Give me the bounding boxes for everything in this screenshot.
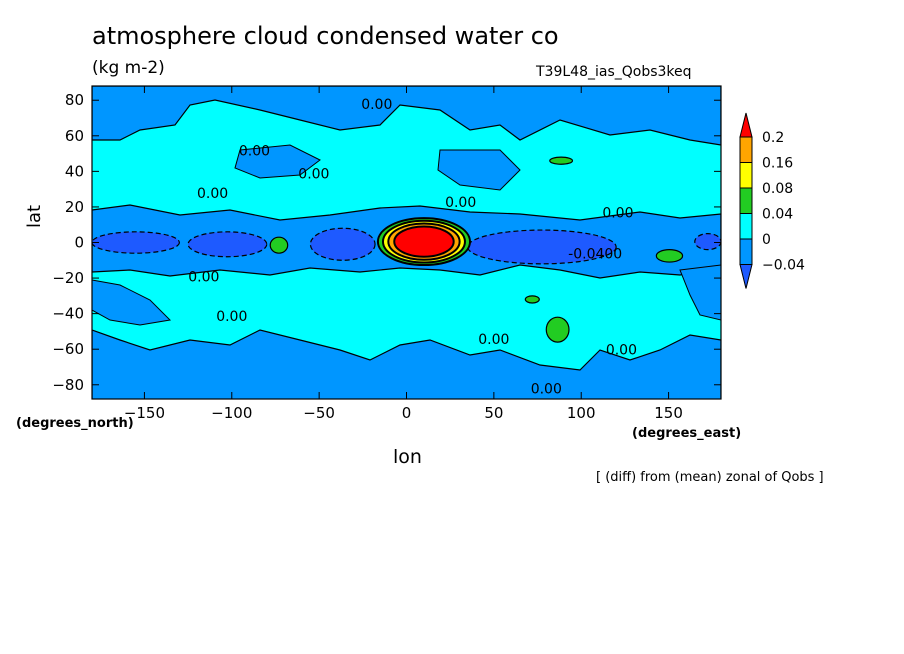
colorbar-segment-1 xyxy=(739,136,753,163)
region-1 xyxy=(187,231,268,258)
y-tick-label-7: 60 xyxy=(65,127,84,145)
x-tick-label-0: −150 xyxy=(124,404,165,422)
contour-label-5: 0.00 xyxy=(602,206,633,222)
x-tick-label-2: −50 xyxy=(303,404,335,422)
colorbar-label-2: 0.08 xyxy=(762,181,793,197)
y-tick-label-5: 20 xyxy=(65,198,84,216)
y-tick-label-3: −20 xyxy=(52,269,84,287)
chart-title: atmosphere cloud condensed water co xyxy=(92,22,559,50)
x-tick-label-4: 50 xyxy=(484,404,503,422)
colorbar-label-5: −0.04 xyxy=(762,258,805,274)
contour-label-8: 0.00 xyxy=(216,309,247,325)
contour-label-0: 0.00 xyxy=(361,97,392,113)
y-tick-label-4: 0 xyxy=(74,234,84,252)
y-tick-label-1: −60 xyxy=(52,340,84,358)
x-axis-label: lon xyxy=(393,446,422,468)
contour-label-3: 0.00 xyxy=(197,186,228,202)
region-8 xyxy=(655,249,684,263)
y-tick-label-2: −40 xyxy=(52,305,84,323)
colorbar-bottom-arrow xyxy=(739,264,753,289)
colorbar-segment-3 xyxy=(739,187,753,214)
contour-label-9: 0.00 xyxy=(478,332,509,348)
contour-label-1: 0.00 xyxy=(239,143,270,159)
contour-label-2: 0.00 xyxy=(298,166,329,182)
region-6 xyxy=(549,156,574,165)
colorbar-top-arrow xyxy=(739,112,753,138)
region-3 xyxy=(467,229,617,265)
region-7 xyxy=(269,236,289,254)
region-0 xyxy=(92,231,180,254)
region-4 xyxy=(694,233,721,251)
colorbar-segment-4 xyxy=(739,213,753,240)
y-axis-units: (degrees_north) xyxy=(16,416,134,431)
colorbar-label-1: 0.16 xyxy=(762,156,793,172)
colorbar-segment-5 xyxy=(739,238,753,265)
colorbar-label-4: 0 xyxy=(762,232,771,248)
run-id: T39L48_ias_Qobs3keq xyxy=(536,64,692,80)
region-2 xyxy=(309,227,376,261)
x-tick-label-3: 0 xyxy=(402,404,412,422)
y-tick-label-0: −80 xyxy=(52,376,84,394)
contour-label-6: -0.0400 xyxy=(568,247,622,263)
region-5-ring-3 xyxy=(393,225,455,258)
x-tick-label-5: 100 xyxy=(567,404,596,422)
y-tick-label-6: 40 xyxy=(65,162,84,180)
y-tick-label-8: 80 xyxy=(65,91,84,109)
region-9 xyxy=(545,316,570,343)
contour-label-4: 0.00 xyxy=(445,195,476,211)
x-tick-label-6: 150 xyxy=(654,404,683,422)
x-tick-label-1: −100 xyxy=(211,404,252,422)
contour-label-11: 0.00 xyxy=(531,382,562,398)
region-10 xyxy=(524,295,540,304)
contour-label-10: 0.00 xyxy=(606,343,637,359)
contour-label-7: 0.00 xyxy=(188,270,219,286)
colorbar-label-0: 0.2 xyxy=(762,130,784,146)
colorbar-label-3: 0.04 xyxy=(762,207,793,223)
chart-units: (kg m-2) xyxy=(92,58,165,78)
footer-note: [ (diff) from (mean) zonal of Qobs ] xyxy=(596,470,824,485)
x-axis-units: (degrees_east) xyxy=(632,426,742,441)
colorbar-segment-2 xyxy=(739,162,753,189)
